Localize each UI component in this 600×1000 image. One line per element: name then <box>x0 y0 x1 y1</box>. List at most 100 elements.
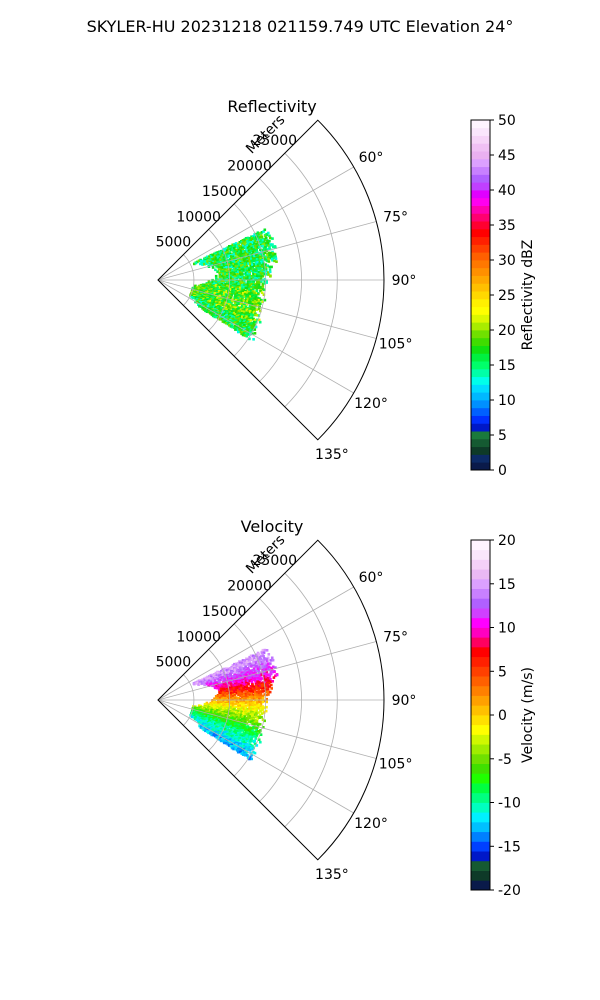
echo-gate <box>242 685 245 688</box>
echo-gate <box>238 685 241 689</box>
echo-gate <box>258 716 261 719</box>
echo-gate <box>244 274 248 277</box>
echo-gate <box>236 687 240 691</box>
echo-gate <box>265 670 269 674</box>
echo-gate <box>244 717 248 720</box>
echo-gate <box>251 685 254 688</box>
echo-gate <box>255 744 259 747</box>
echo-gate <box>218 260 221 264</box>
echo-gate <box>272 256 276 260</box>
echo-gate <box>226 722 229 726</box>
echo-gate <box>248 694 252 697</box>
echo-gate <box>197 704 201 707</box>
echo-gate <box>244 240 248 244</box>
echo-gate <box>269 236 272 240</box>
echo-gate <box>208 288 212 292</box>
echo-gate <box>242 316 246 319</box>
echo-gate <box>253 677 257 680</box>
reflectivity-panel: Reflectivity500010000150002000025000Mete… <box>156 97 536 479</box>
echo-gate <box>233 277 237 281</box>
echo-gate <box>207 718 211 722</box>
echo-gate <box>245 319 248 323</box>
echo-gate <box>255 257 259 261</box>
echo-gate <box>258 660 261 663</box>
echo-gate <box>253 687 257 690</box>
echo-gate <box>229 717 233 720</box>
colorbar-swatch <box>471 314 490 323</box>
echo-gate <box>231 318 235 321</box>
echo-gate <box>248 726 251 730</box>
echo-gate <box>224 318 228 322</box>
echo-gate <box>250 706 253 709</box>
echo-gate <box>259 289 262 293</box>
echo-gate <box>239 668 243 672</box>
echo-gate <box>245 334 249 338</box>
echo-gate <box>244 748 248 752</box>
echo-gate <box>235 691 238 695</box>
echo-gate <box>219 673 223 677</box>
echo-gate <box>220 737 224 741</box>
echo-gate <box>244 298 248 302</box>
echo-gate <box>225 692 229 695</box>
echo-gate <box>256 235 260 239</box>
echo-gate <box>230 683 233 687</box>
echo-gate <box>230 710 234 713</box>
echo-gate <box>246 260 250 263</box>
echo-gate <box>235 275 239 278</box>
echo-gate <box>252 726 255 730</box>
echo-gate <box>247 307 251 311</box>
echo-gate <box>264 247 268 251</box>
echo-gate <box>268 265 271 269</box>
echo-gate <box>216 709 219 712</box>
echo-gate <box>196 260 199 264</box>
echo-gate <box>272 245 275 249</box>
echo-gate <box>256 701 259 705</box>
echo-gate <box>233 708 236 711</box>
echo-gate <box>255 289 259 293</box>
echo-gate <box>271 665 275 669</box>
echo-gate <box>206 261 210 264</box>
echo-gate <box>257 292 260 296</box>
echo-gate <box>235 260 238 264</box>
echo-gate <box>217 688 221 692</box>
echo-gate <box>266 681 269 685</box>
echo-gate <box>260 715 263 719</box>
echo-gate <box>227 289 230 293</box>
echo-gate <box>263 238 267 242</box>
echo-gate <box>239 739 242 742</box>
echo-gate <box>265 680 269 683</box>
echo-gate <box>249 302 252 306</box>
echo-gate <box>250 679 253 683</box>
echo-gate <box>237 705 240 708</box>
echo-gate <box>256 281 259 285</box>
echo-gate <box>268 673 271 676</box>
echo-gate <box>212 260 215 264</box>
echo-gate <box>249 727 253 730</box>
echo-gate <box>263 282 267 285</box>
echo-gate <box>221 320 225 323</box>
echo-gate <box>253 301 257 304</box>
echo-gate <box>258 320 262 324</box>
echo-gate <box>256 681 260 685</box>
echo-gate <box>243 753 247 757</box>
echo-gate <box>205 304 208 307</box>
echo-gate <box>243 292 247 296</box>
echo-gate <box>232 316 236 319</box>
echo-gate <box>250 246 254 250</box>
echo-gate <box>205 722 209 726</box>
echo-gate <box>263 278 267 281</box>
echo-gate <box>252 311 256 314</box>
echo-gate <box>209 281 212 284</box>
echo-gate <box>218 696 222 700</box>
echo-gate <box>249 292 253 295</box>
echo-gate <box>274 666 277 669</box>
echo-gate <box>261 270 264 274</box>
echo-gate <box>241 314 245 317</box>
echo-gate <box>230 671 234 674</box>
echo-gate <box>241 695 244 699</box>
colorbar-swatch <box>471 744 490 755</box>
echo-gate <box>211 674 215 678</box>
echo-gate <box>239 273 242 277</box>
echo-gate <box>257 307 261 311</box>
echo-gate <box>243 733 247 736</box>
